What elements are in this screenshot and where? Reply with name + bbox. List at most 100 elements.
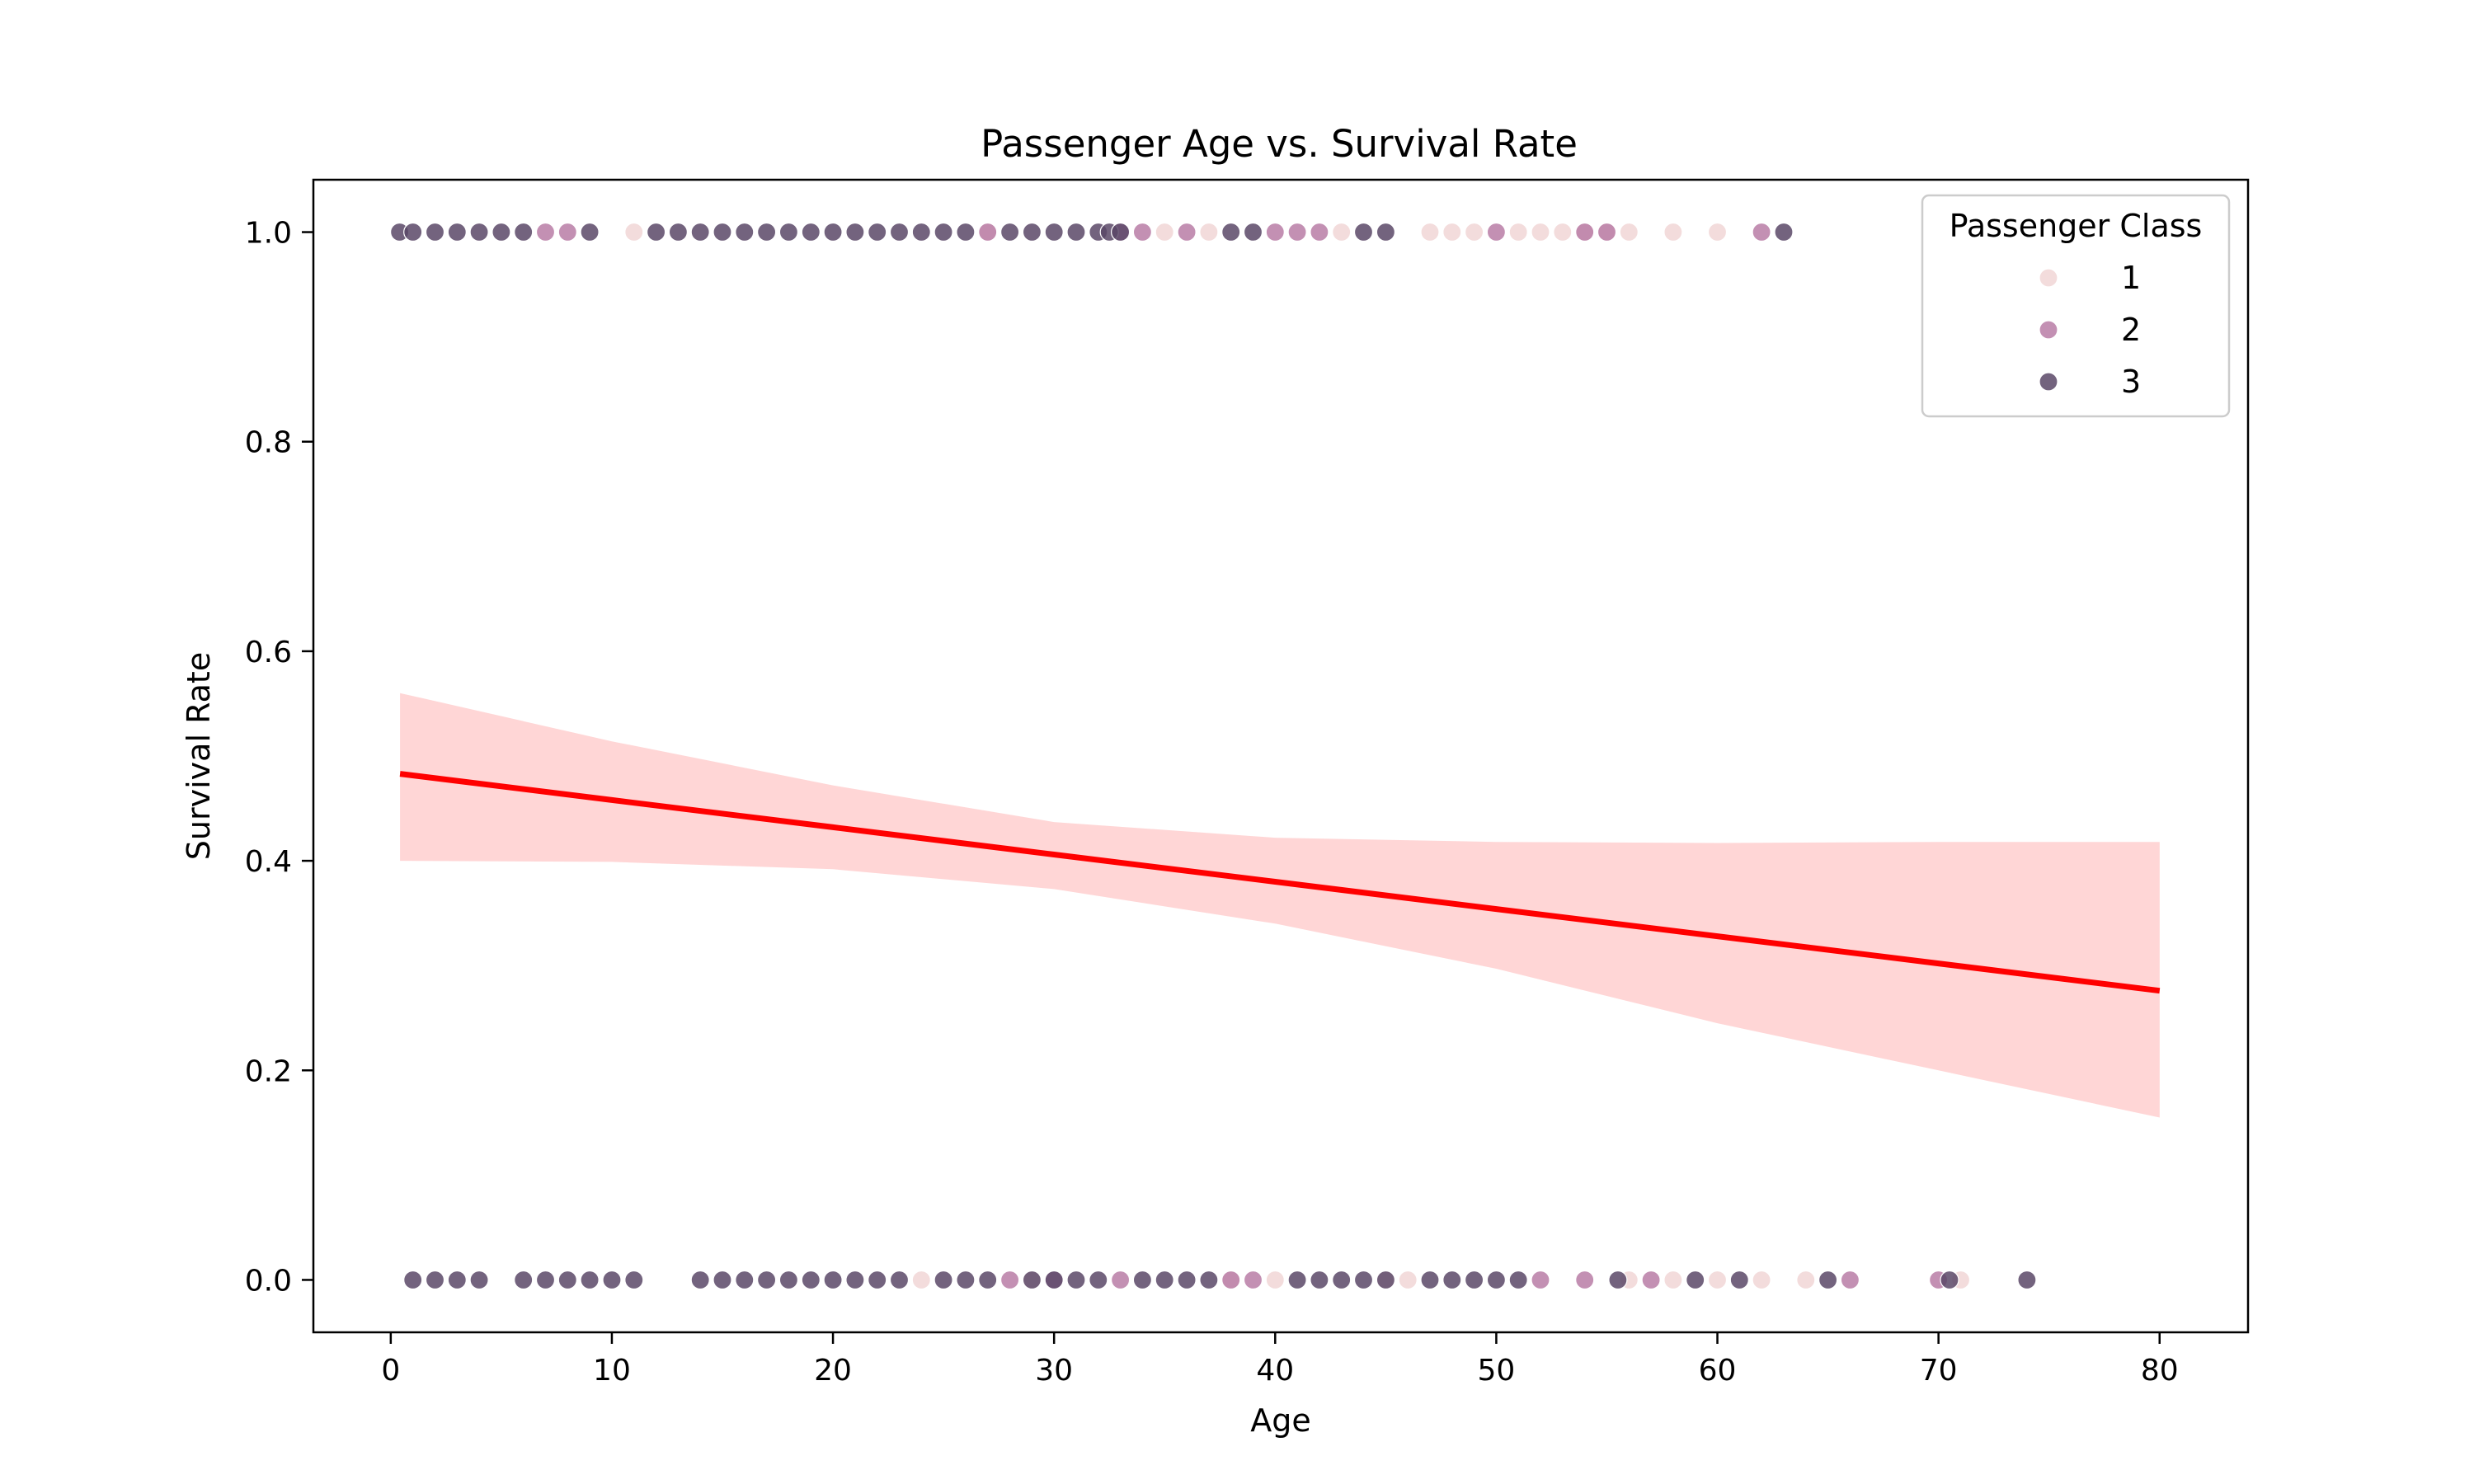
legend-label: 3 [2121,364,2141,400]
data-point [823,222,843,242]
data-point [1265,1270,1285,1290]
y-axis-ticks: 0.0 0.2 0.4 0.6 0.8 1.0 [245,217,313,1298]
y-tick-label: 0.2 [245,1054,292,1088]
data-point [1707,222,1728,242]
data-point [1686,1270,1705,1290]
data-point [1774,222,1794,242]
plot-area-frame [312,178,2250,1334]
x-axis-ticks: 0 10 20 30 40 50 60 70 80 [381,1332,2179,1388]
data-point [1177,1270,1197,1290]
legend-label: 1 [2121,260,2141,296]
data-point [934,222,953,242]
x-tick-label: 70 [1920,1354,1958,1388]
data-point [999,222,1020,242]
legend-title: Passenger Class [1950,208,2203,244]
data-point [690,222,710,242]
y-tick-label: 0.0 [245,1264,292,1298]
data-point [934,1270,953,1290]
data-point [1531,1270,1550,1290]
data-point [1464,1270,1484,1290]
data-point [580,1270,600,1290]
data-point [911,222,931,242]
data-point [1531,222,1550,242]
data-point [978,1270,998,1290]
series-class-3 [390,222,2037,1290]
data-point [1044,1270,1064,1290]
data-point [868,1270,887,1290]
data-point [1287,1270,1307,1290]
data-point [1840,1270,1860,1290]
data-point [1022,1270,1042,1290]
data-point [1089,1270,1108,1290]
data-point [911,1270,931,1290]
data-point [1199,222,1219,242]
data-point [778,1270,799,1290]
data-point [492,222,511,242]
data-point [1221,1270,1241,1290]
data-point [646,222,666,242]
data-point [447,222,467,242]
x-tick-label: 80 [2141,1354,2179,1388]
data-point [1752,1270,1771,1290]
data-point [1508,222,1528,242]
data-point [535,222,556,242]
data-point [1663,1270,1683,1290]
data-point [956,222,976,242]
data-point [1486,222,1507,242]
data-point [1442,1270,1462,1290]
data-point [1663,222,1683,242]
data-point [1353,1270,1374,1290]
legend-box [1921,194,2231,418]
data-point [1420,222,1440,242]
data-point [624,1270,644,1290]
y-tick-label: 1.0 [245,217,292,251]
data-point [823,1270,843,1290]
data-point [1265,222,1285,242]
data-point [1464,222,1484,242]
data-point [1110,222,1131,242]
data-point [1110,1270,1131,1290]
x-tick-label: 0 [381,1354,400,1388]
data-point [668,222,689,242]
data-point [1243,1270,1263,1290]
legend-marker [2039,268,2058,288]
data-point [1132,222,1153,242]
data-point [1243,222,1263,242]
y-tick-label: 0.6 [245,636,292,669]
data-point [889,222,910,242]
chart-title: Passenger Age vs. Survival Rate [981,122,1578,166]
data-point [1132,1270,1153,1290]
legend-marker [2039,372,2058,392]
scatter-points-layer [390,222,2037,1290]
x-axis-label: Age [1250,1402,1311,1439]
data-point [868,222,887,242]
y-tick-label: 0.8 [245,426,292,460]
data-point [447,1270,467,1290]
legend-entries: 1 2 3 [2039,260,2141,400]
data-point [1442,222,1462,242]
data-point [1332,222,1352,242]
confidence-band-layer [400,693,2160,1118]
data-point [1177,222,1197,242]
legend-label: 2 [2121,312,2141,348]
x-tick-label: 50 [1478,1354,1516,1388]
data-point [756,1270,777,1290]
legend: Passenger Class 1 2 3 [1921,194,2231,418]
x-tick-label: 40 [1256,1354,1294,1388]
data-point [1155,222,1174,242]
data-point [1619,222,1639,242]
data-point [1310,222,1329,242]
data-point [845,222,865,242]
data-point [602,1270,622,1290]
data-point [1332,1270,1352,1290]
data-point [1420,1270,1440,1290]
data-point [1221,222,1241,242]
data-point [425,1270,445,1290]
data-point [557,222,577,242]
regression-line [399,771,2161,994]
data-point [1940,1270,1959,1290]
x-tick-label: 20 [814,1354,852,1388]
data-point [1376,222,1396,242]
data-point [1597,222,1617,242]
data-point [1575,222,1595,242]
